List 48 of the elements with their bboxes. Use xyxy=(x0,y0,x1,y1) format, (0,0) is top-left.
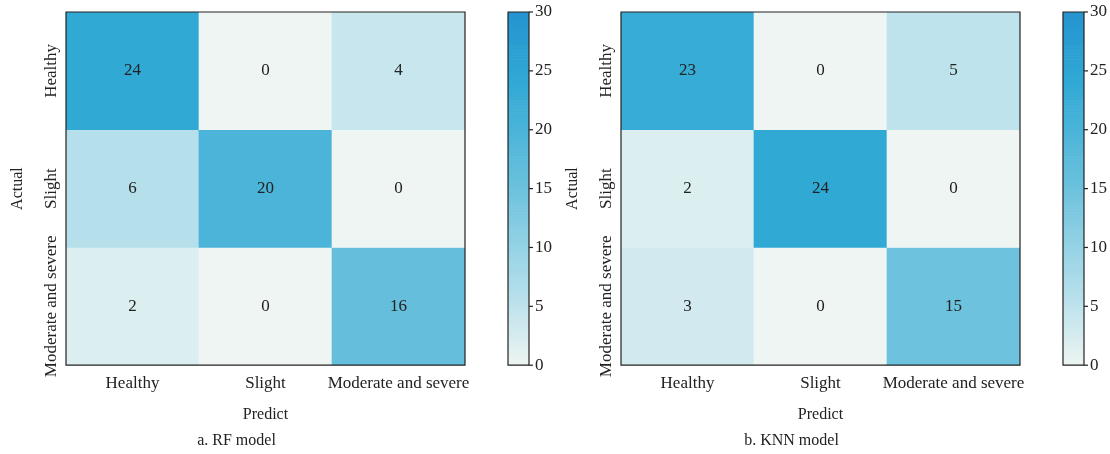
data-label: 20 xyxy=(257,178,274,198)
color-bar-label: 15 xyxy=(1090,178,1107,198)
data-label: 0 xyxy=(949,178,958,198)
data-label: 24 xyxy=(812,178,830,198)
color-bar-label: 30 xyxy=(535,1,552,21)
color-bar-label: 25 xyxy=(535,60,552,80)
data-label: 5 xyxy=(949,60,958,80)
color-bar-label: 0 xyxy=(535,354,544,374)
data-label: 15 xyxy=(945,295,962,315)
color-bar-label: 10 xyxy=(535,236,552,256)
y-tick-label: Healthy xyxy=(596,43,616,98)
color-bar-label: 5 xyxy=(535,295,544,315)
y-tick-label: Slight xyxy=(41,168,61,209)
y-axis-title: Actual xyxy=(562,166,580,210)
x-tick-label: Healthy xyxy=(660,372,715,392)
data-label: 2 xyxy=(683,178,692,198)
x-axis-title: Predict xyxy=(797,405,844,423)
x-tick-label: Healthy xyxy=(105,372,160,392)
data-label: 23 xyxy=(679,60,696,80)
data-label: 2 xyxy=(128,295,137,315)
data-label: 3 xyxy=(683,295,692,315)
data-label: 16 xyxy=(390,295,407,315)
data-label: 0 xyxy=(394,178,403,198)
y-tick-label: Slight xyxy=(596,168,616,209)
x-tick-label: Slight xyxy=(245,372,287,392)
data-label: 0 xyxy=(261,60,270,80)
text: a. RF model xyxy=(197,430,277,448)
data-label: 0 xyxy=(816,295,825,315)
x-tick-label: Moderate and severe xyxy=(327,372,470,392)
color-bar-label: 10 xyxy=(1090,236,1107,256)
x-axis-title: Predict xyxy=(242,405,289,423)
color-bar-label: 20 xyxy=(535,119,552,139)
data-label: 4 xyxy=(394,60,404,80)
data-label: 24 xyxy=(124,60,142,80)
data-label: 0 xyxy=(816,60,825,80)
x-tick-label: Slight xyxy=(800,372,842,392)
color-bar-label: 30 xyxy=(1090,1,1107,21)
data-label: 0 xyxy=(261,295,270,315)
color-bar-label: 20 xyxy=(1090,119,1107,139)
color-bar-label: 5 xyxy=(1090,295,1099,315)
x-tick-label: Moderate and severe xyxy=(882,372,1025,392)
y-axis-title: Actual xyxy=(7,166,25,210)
text: b. KNN model xyxy=(744,430,840,448)
data-label: 6 xyxy=(128,178,137,198)
color-bar-label: 15 xyxy=(535,178,552,198)
color-bar-label: 25 xyxy=(1090,60,1107,80)
color-bar-label: 0 xyxy=(1090,354,1099,374)
y-tick-label: Healthy xyxy=(41,43,61,98)
